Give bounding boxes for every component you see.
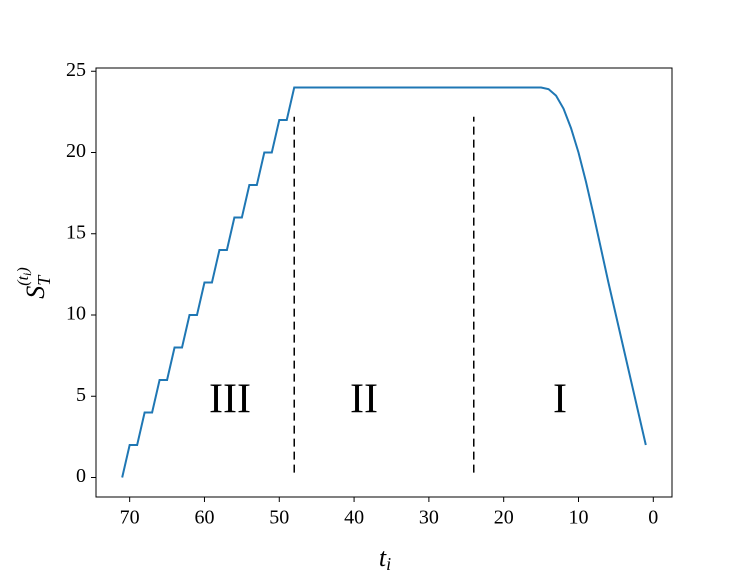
x-tick-label: 40: [344, 507, 364, 529]
y-tick-label: 10: [66, 303, 86, 325]
y-label-sub: T: [34, 274, 54, 286]
y-axis-label: ST(ti): [15, 267, 54, 298]
y-tick-label: 15: [66, 221, 86, 243]
data-line: [121, 86, 647, 478]
x-tick-label: 30: [419, 507, 439, 529]
region-label: I: [553, 377, 567, 423]
x-tick-label: 60: [194, 507, 214, 529]
x-tick-label: 50: [269, 507, 289, 529]
region-label: II: [350, 377, 378, 423]
y-tick-label: 25: [66, 59, 86, 81]
x-tick-label: 0: [648, 507, 658, 529]
y-tick-label: 5: [76, 384, 86, 406]
x-tick-label: 70: [120, 507, 140, 529]
y-tick-label: 0: [76, 465, 86, 487]
y-label-sup-sub: i: [20, 273, 34, 276]
x-label-base: t: [379, 543, 387, 572]
x-tick-label: 10: [568, 507, 588, 529]
y-tick-label: 20: [66, 140, 86, 162]
region-label: III: [209, 377, 251, 423]
x-tick-label: 20: [494, 507, 514, 529]
x-label-sub: i: [386, 554, 391, 574]
y-label-sup-close: ): [15, 267, 32, 273]
x-axis-label: ti: [379, 543, 391, 574]
y-label-sup: (t: [15, 275, 32, 285]
axes-frame: [95, 67, 673, 498]
y-label-base: S: [21, 286, 50, 299]
